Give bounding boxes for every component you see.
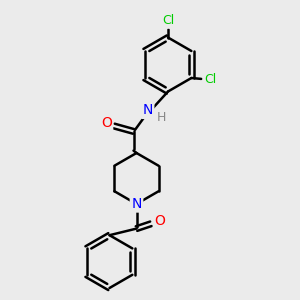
- Text: O: O: [101, 116, 112, 130]
- Text: O: O: [154, 214, 165, 228]
- Text: Cl: Cl: [204, 73, 216, 86]
- Text: N: N: [142, 103, 153, 117]
- Text: Cl: Cl: [162, 14, 174, 27]
- Text: H: H: [157, 111, 166, 124]
- Text: N: N: [131, 197, 142, 211]
